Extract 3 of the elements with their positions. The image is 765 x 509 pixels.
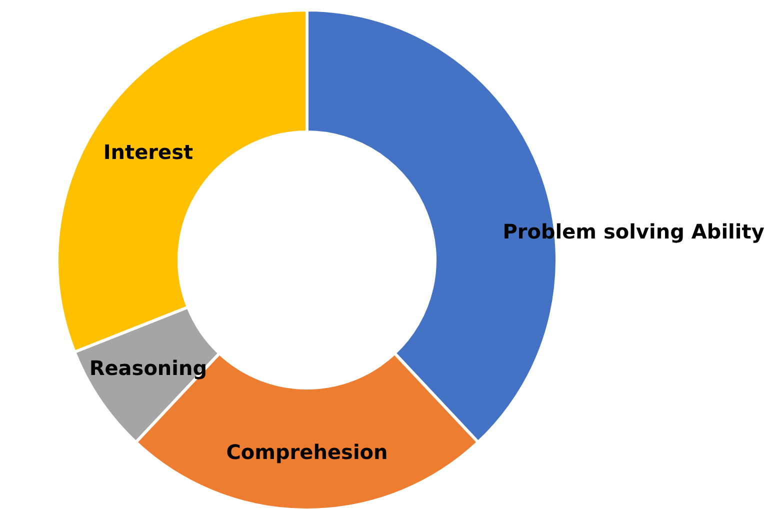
slice-label: Reasoning — [89, 356, 208, 380]
slice-label: Interest — [103, 140, 194, 164]
slice-label: Comprehesion — [226, 440, 388, 464]
